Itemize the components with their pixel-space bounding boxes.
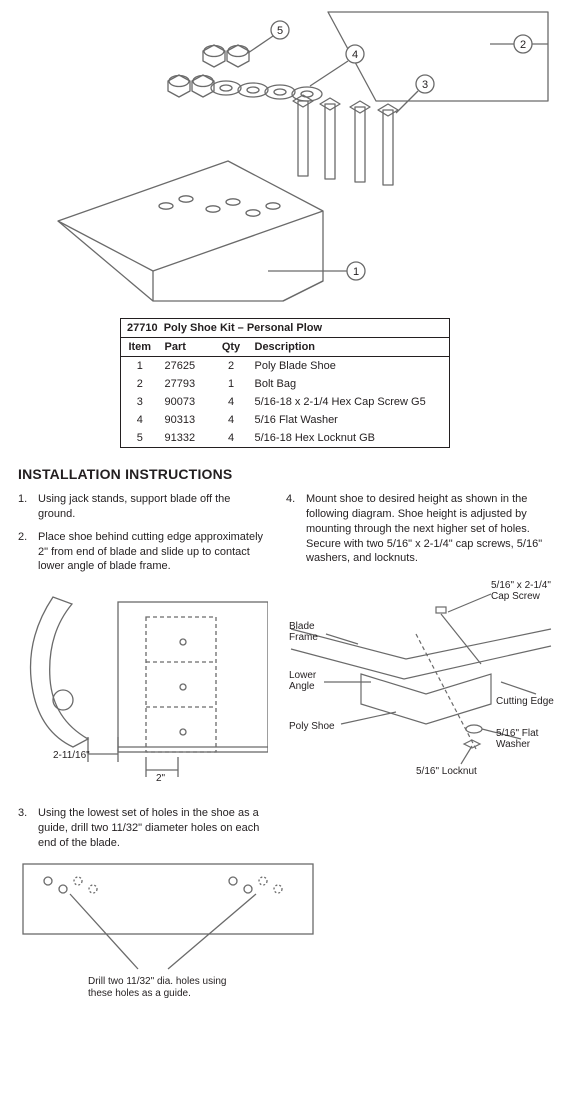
svg-text:5: 5 xyxy=(277,25,283,37)
exploded-diagram: 1 2 3 4 5 xyxy=(18,6,552,316)
table-row: 5 91332 4 5/16-18 Hex Locknut GB xyxy=(121,429,450,448)
instructions-heading: INSTALLATION INSTRUCTIONS xyxy=(18,466,552,482)
callout-5: 5 xyxy=(271,21,289,39)
right-column: 4. Mount shoe to desired height as shown… xyxy=(286,492,556,794)
th-part: Part xyxy=(159,338,214,357)
step-2: 2. Place shoe behind cutting edge approx… xyxy=(18,530,268,575)
label-blade-frame: BladeFrame xyxy=(289,621,318,643)
svg-text:4: 4 xyxy=(352,49,358,61)
callout-3: 3 xyxy=(416,75,434,93)
callout-1: 1 xyxy=(347,262,365,280)
exploded-svg: 1 2 3 4 5 xyxy=(18,6,552,316)
th-desc: Description xyxy=(249,338,450,357)
left-column: 1. Using jack stands, support blade off … xyxy=(18,492,268,794)
th-item: Item xyxy=(121,338,159,357)
svg-text:2: 2 xyxy=(520,39,526,51)
step-3-text: Using the lowest set of holes in the sho… xyxy=(38,806,278,851)
svg-text:3: 3 xyxy=(422,79,428,91)
dim-2in: 2" xyxy=(156,773,166,782)
step2-figure: 2-11/16" 2" xyxy=(18,582,268,782)
step-1: 1. Using jack stands, support blade off … xyxy=(18,492,268,522)
table-header-row: Item Part Qty Description xyxy=(121,338,450,357)
table-row: 1 27625 2 Poly Blade Shoe xyxy=(121,357,450,376)
step-3-section: 3. Using the lowest set of holes in the … xyxy=(18,806,552,1009)
step-3: 3. Using the lowest set of holes in the … xyxy=(18,806,278,851)
label-washer: 5/16" FlatWasher xyxy=(496,728,539,750)
step-2-text: Place shoe behind cutting edge approxima… xyxy=(38,530,268,575)
instruction-columns: 1. Using jack stands, support blade off … xyxy=(18,492,552,794)
step-1-text: Using jack stands, support blade off the… xyxy=(38,492,268,522)
table-row: 3 90073 4 5/16-18 x 2-1/4 Hex Cap Screw … xyxy=(121,393,450,411)
table-title-row: 27710 Poly Shoe Kit – Personal Plow xyxy=(121,319,450,338)
svg-text:1: 1 xyxy=(353,266,359,278)
table-title-desc: Poly Shoe Kit – Personal Plow xyxy=(164,322,322,334)
fig3-caption: Drill two 11/32" dia. holes using these … xyxy=(88,976,229,999)
step-4: 4. Mount shoe to desired height as shown… xyxy=(286,492,556,566)
label-lower-angle: LowerAngle xyxy=(289,670,317,692)
label-poly-shoe: Poly Shoe xyxy=(289,721,335,732)
label-locknut: 5/16" Locknut xyxy=(416,766,477,777)
table-row: 2 27793 1 Bolt Bag xyxy=(121,375,450,393)
step3-figure: Drill two 11/32" dia. holes using these … xyxy=(18,859,318,1009)
callout-4: 4 xyxy=(346,45,364,63)
label-cutting-edge: Cutting Edge xyxy=(496,696,554,707)
table-row: 4 90313 4 5/16 Flat Washer xyxy=(121,411,450,429)
parts-table: 27710 Poly Shoe Kit – Personal Plow Item… xyxy=(120,318,450,448)
label-cap-screw: 5/16" x 2-1/4"Cap Screw xyxy=(491,580,551,602)
step-4-text: Mount shoe to desired height as shown in… xyxy=(306,492,556,566)
step4-figure: 5/16" x 2-1/4"Cap Screw BladeFrame Lower… xyxy=(286,574,556,794)
callout-2: 2 xyxy=(514,35,532,53)
dim-2-11-16: 2-11/16" xyxy=(53,750,90,761)
table-title-code: 27710 xyxy=(127,322,158,334)
th-qty: Qty xyxy=(214,338,249,357)
